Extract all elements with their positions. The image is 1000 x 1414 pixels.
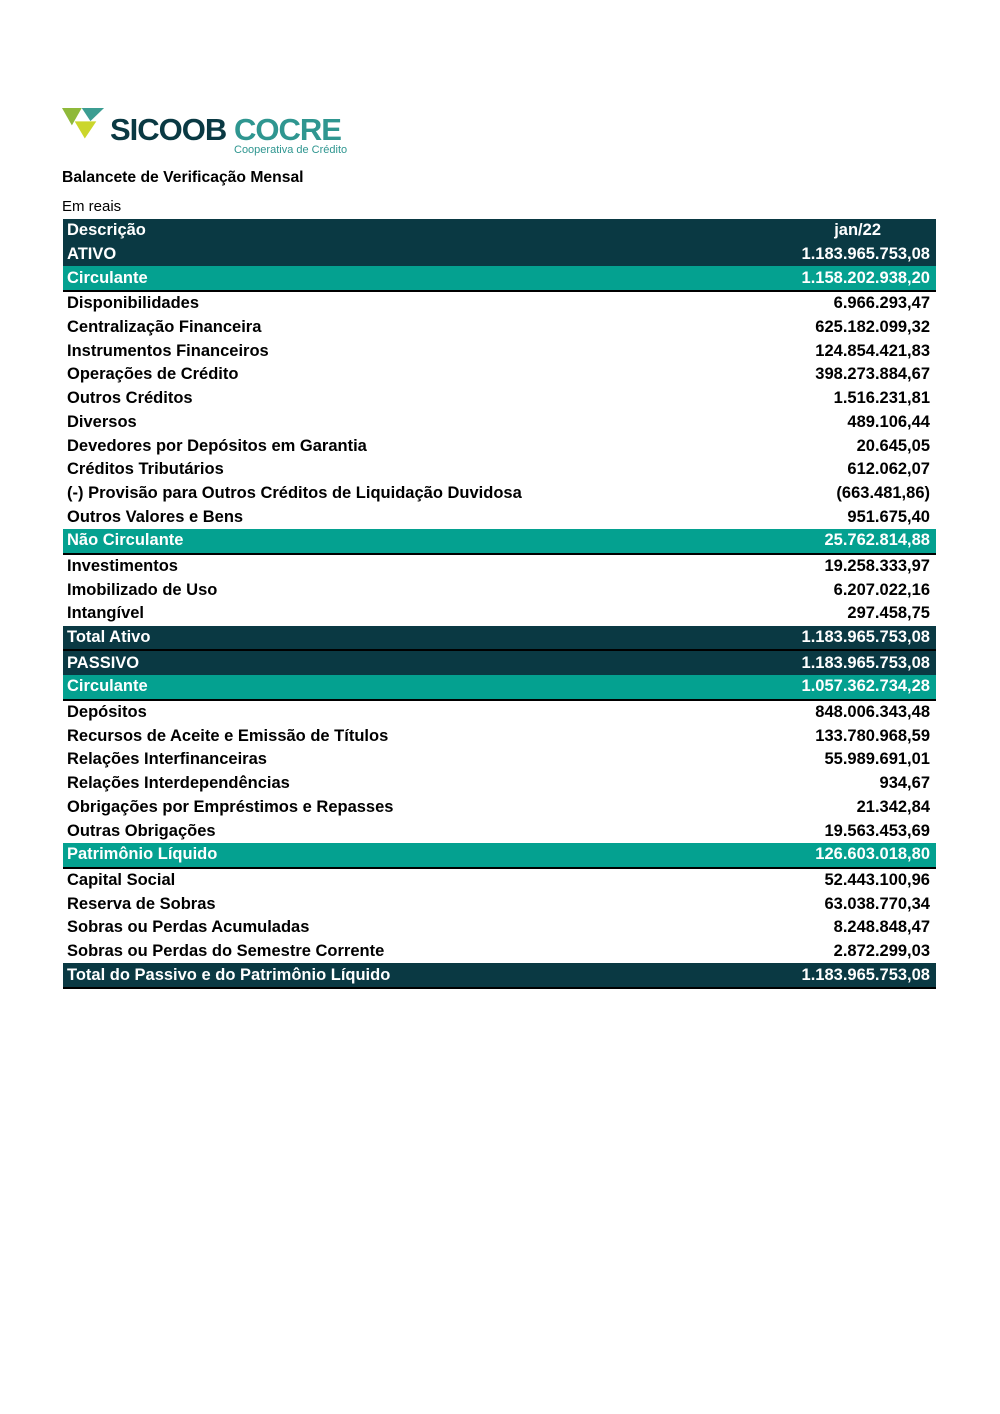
svg-text:Cooperativa de Crédito: Cooperativa de Crédito: [234, 144, 347, 156]
svg-text:COCRE: COCRE: [234, 112, 341, 147]
svg-text:SICOOB: SICOOB: [110, 112, 226, 147]
